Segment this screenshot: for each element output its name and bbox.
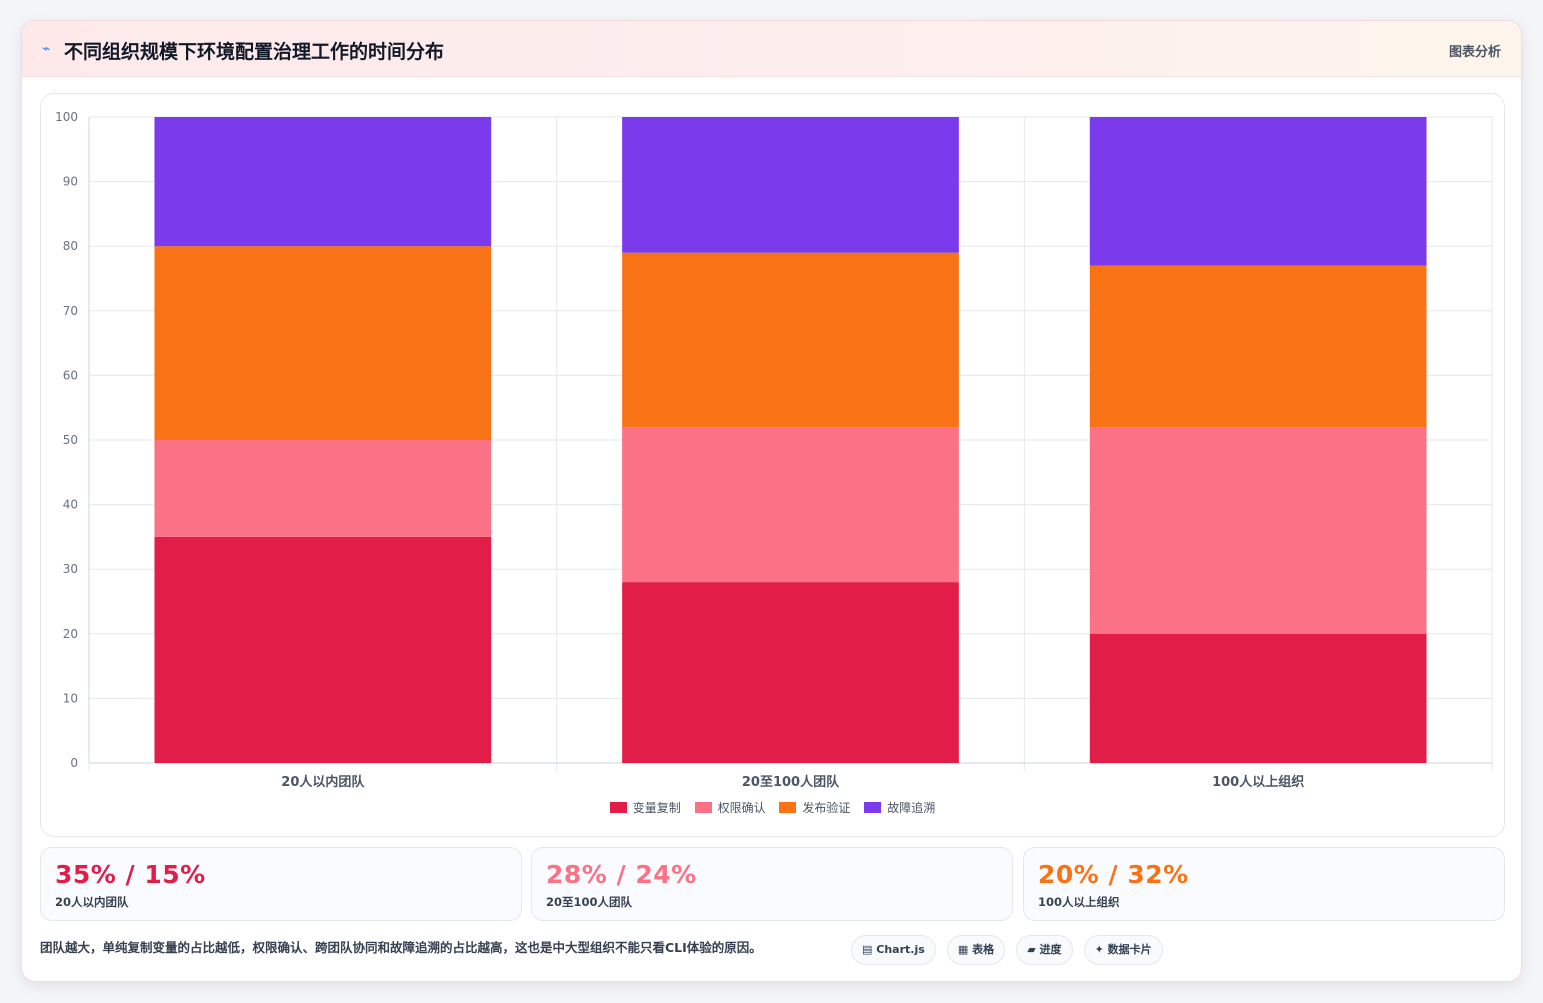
legend-item[interactable]: 变量复制 (609, 799, 681, 816)
progress-icon: ▰ (1027, 943, 1036, 956)
chart-icon: ▤ (862, 943, 873, 956)
legend-label: 发布验证 (802, 801, 851, 815)
bar-segment (154, 117, 492, 247)
chip-table[interactable]: ▦ 表格 (946, 935, 1006, 965)
x-tick-label: 100人以上组织 (1212, 774, 1304, 790)
legend-swatch (779, 802, 797, 813)
legend-label: 变量复制 (632, 801, 681, 815)
chip-progress[interactable]: ▰ 进度 (1016, 935, 1073, 965)
bar-segment (622, 427, 959, 583)
y-tick-label: 0 (70, 756, 78, 770)
bar-segment (1089, 117, 1427, 266)
bar-segment (1089, 427, 1427, 634)
chip-data-card[interactable]: ✦ 数据卡片 (1083, 935, 1163, 965)
stat-label: 100人以上组织 (1038, 895, 1120, 909)
stat-label: 20至100人团队 (546, 895, 633, 909)
legend-swatch (694, 802, 712, 813)
legend-label: 故障追溯 (887, 801, 936, 815)
legend-item[interactable]: 故障追溯 (864, 799, 935, 816)
chart-legend: 变量复制 权限确认 发布验证 故障追溯 (41, 799, 1504, 816)
chart-container: 0 10 20 30 40 50 60 70 80 90 100 20人以内团队 20至100人团队 10… (40, 93, 1505, 837)
chart-title: 不同组织规模下环境配置治理工作的时间分布 (64, 41, 445, 63)
y-tick-label: 10 (63, 691, 78, 705)
chart-analysis-tag: 图表分析 (1448, 45, 1501, 60)
y-tick-label: 90 (63, 175, 78, 189)
insight-note: 团队越大，单纯复制变量的占比越低，权限确认、跨团队协同和故障追溯的占比越高，这也… (40, 940, 762, 955)
stat-value: 28% / 24% (546, 860, 697, 889)
stacked-bar-chart: 0 10 20 30 40 50 60 70 80 90 100 20人以内团队 20至100人团队 10… (55, 110, 1493, 790)
y-tick-label: 100 (55, 110, 78, 124)
bar-segment (622, 252, 959, 428)
y-tick-label: 20 (63, 627, 78, 641)
bar-segment (154, 536, 492, 763)
stat-label: 20人以内团队 (55, 895, 129, 909)
y-tick-label: 80 (63, 239, 78, 253)
stat-value: 20% / 32% (1038, 860, 1189, 889)
bar-segment (1089, 265, 1427, 428)
chip-chartjs[interactable]: ▤ Chart.js (851, 935, 936, 965)
stat-card: 35% / 15% 20人以内团队 (40, 847, 522, 921)
x-tick-label: 20至100人团队 (742, 774, 840, 790)
pulse-icon: ⌁ (42, 41, 51, 57)
legend-swatch (864, 802, 882, 813)
legend-item[interactable]: 权限确认 (694, 799, 766, 816)
x-tick-label: 20人以内团队 (281, 774, 365, 790)
chart-card: ⌁ 不同组织规模下环境配置治理工作的时间分布 图表分析 0 10 20 30 40 50 6… (21, 20, 1522, 982)
stat-value: 35% / 15% (55, 860, 206, 889)
chip-label: Chart.js (876, 943, 925, 956)
bar-segment (154, 246, 492, 440)
stat-card: 20% / 32% 100人以上组织 (1023, 847, 1505, 921)
chip-label: 表格 (972, 943, 995, 956)
legend-swatch (609, 802, 627, 813)
sparkle-icon: ✦ (1094, 943, 1104, 956)
chip-label: 进度 (1039, 943, 1062, 956)
legend-item[interactable]: 发布验证 (779, 799, 850, 816)
y-tick-label: 60 (63, 368, 78, 382)
chip-label: 数据卡片 (1107, 943, 1152, 956)
card-header: ⌁ 不同组织规模下环境配置治理工作的时间分布 图表分析 (22, 21, 1521, 77)
stat-cards: 35% / 15% 20人以内团队 28% / 24% 20至100人团队 20… (40, 847, 1505, 921)
bar-segment (622, 117, 959, 253)
y-tick-label: 40 (63, 498, 78, 512)
bar-segment (622, 582, 959, 763)
y-tick-label: 50 (63, 433, 78, 447)
table-icon: ▦ (957, 943, 969, 956)
y-tick-label: 30 (63, 562, 78, 576)
stat-card: 28% / 24% 20至100人团队 (531, 847, 1013, 921)
legend-label: 权限确认 (717, 801, 766, 815)
y-tick-label: 70 (63, 304, 78, 318)
bar-segment (1089, 633, 1427, 763)
feature-chips: ▤ Chart.js ▦ 表格 ▰ 进度 ✦ 数据卡片 (851, 935, 1169, 965)
bar-segment (154, 440, 492, 537)
